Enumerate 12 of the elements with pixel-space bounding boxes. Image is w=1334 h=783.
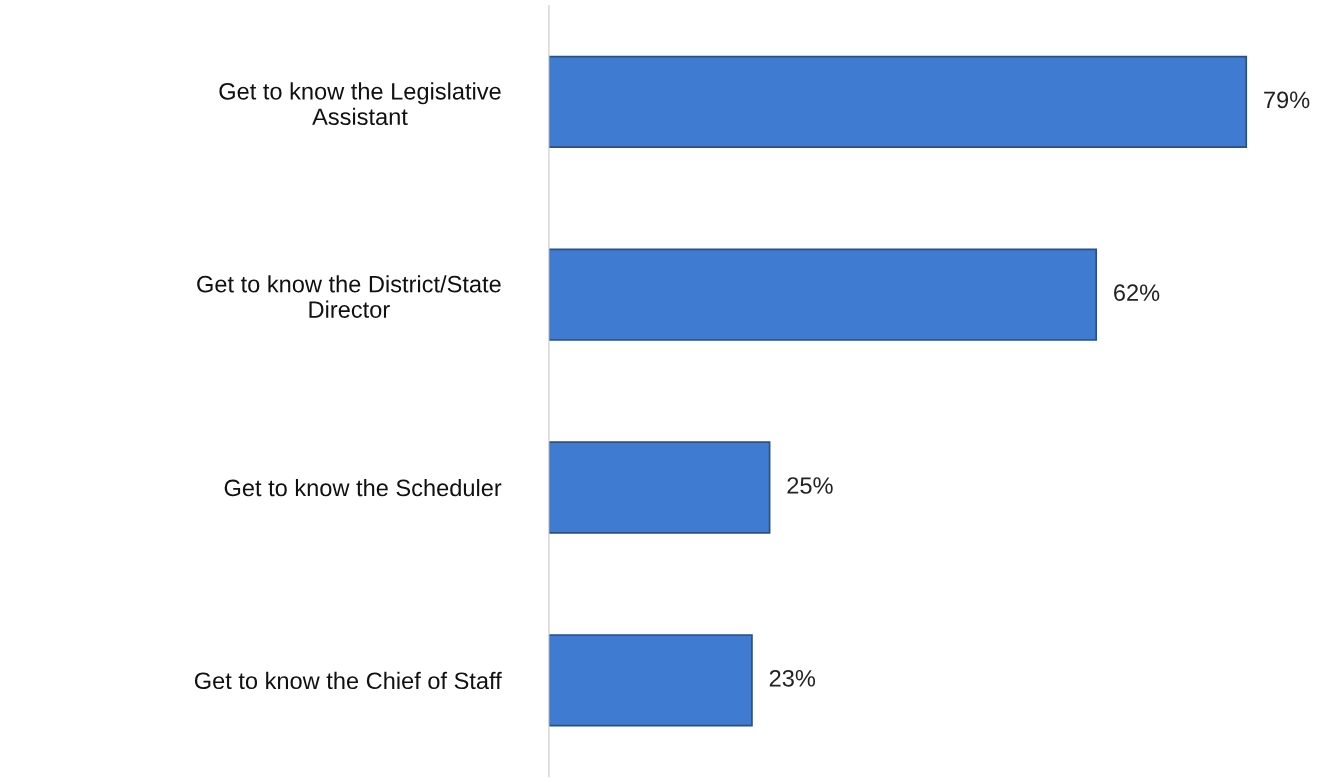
bar	[548, 248, 1098, 341]
bar	[548, 634, 753, 727]
bar	[548, 441, 771, 534]
data-label: 25%	[787, 477, 833, 494]
y-tick-label: Get to know the Legislative Assistant	[219, 82, 501, 126]
y-tick-label: Get to know the Chief of Staff	[194, 671, 502, 690]
data-label: 23%	[769, 669, 816, 687]
y-tick-label: Get to know the Scheduler	[224, 478, 502, 497]
bar	[548, 55, 1248, 149]
data-label: 62%	[1114, 284, 1160, 302]
y-tick-label: Get to know the District/State Director	[197, 275, 501, 318]
data-label: 79%	[1264, 91, 1310, 109]
